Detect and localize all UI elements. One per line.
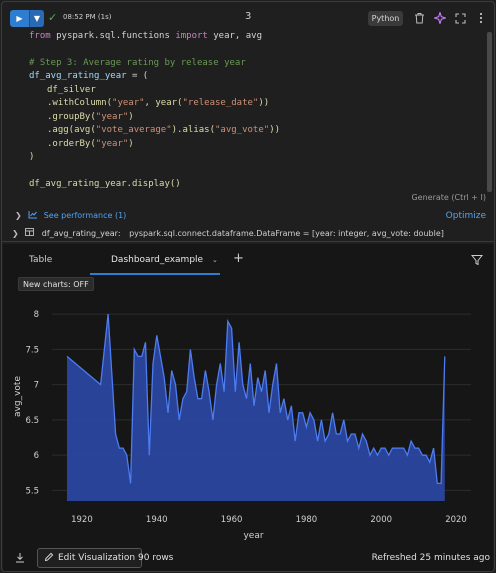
see-performance-link[interactable]: ❯ See performance (1) [15,210,126,221]
dataframe-schema[interactable]: ❯ df_avg_rating_year: pyspark.sql.connec… [12,228,444,238]
chart-container: 5.5 6 6.5 7 7.5 8 1920 1940 1960 1980 2000 2020 year… [3,296,493,544]
tab-dashboard-label: Dashboard_example [111,255,204,265]
see-performance-label: See performance (1) [43,211,127,220]
code-line-import: from pyspark.sql.functions import year, … [29,31,263,41]
code-line-display: df_avg_rating_year.display() [29,179,181,189]
area-chart[interactable]: 5.5 6 6.5 7 7.5 8 1920 1940 1960 1980 2000 2020 year… [3,296,493,544]
code-scrollbar[interactable] [487,32,492,192]
more-options-icon[interactable] [474,11,488,25]
x-tick-label: 1960 [221,515,243,525]
new-charts-tooltip: New charts: OFF [18,277,94,291]
edit-visualization-label: Edit Visualization [58,553,136,563]
series-line [66,314,446,485]
code-line-assign: df_avg_rating_year = ( [29,71,149,81]
y-tick-label: 7.5 [25,345,39,355]
y-tick-label: 8 [34,310,39,320]
execution-time: 08:52 PM (1s) [63,13,112,21]
code-line-comment: # Step 3: Average rating by release year [29,58,246,68]
run-cell-button[interactable]: ▶ [10,10,29,27]
divider [2,241,494,242]
y-tick-label: 7 [34,381,39,391]
code-line-orderby: .orderBy("year") [47,139,134,149]
delete-icon[interactable] [412,11,426,25]
gauge-icon [28,210,38,221]
x-tick-label: 1920 [71,515,93,525]
run-button-group[interactable]: ▶ ▼ [10,10,44,27]
area-fill [67,314,445,501]
language-selector[interactable]: Python [368,11,403,26]
success-check-icon: ✓ [48,11,58,24]
dataframe-name: df_avg_rating_year: [41,229,121,238]
y-tick-label: 6 [34,451,39,461]
play-icon: ▶ [16,14,23,23]
code-line-close: ) [29,152,35,162]
expand-icon[interactable] [453,11,467,25]
filter-icon[interactable] [470,254,484,266]
pencil-icon [44,552,54,565]
output-footer: Edit Visualization 90 rows Refreshed 25 … [3,545,493,571]
run-options-dropdown[interactable]: ▼ [29,10,44,27]
refreshed-status: Refreshed 25 minutes ago [371,553,490,563]
output-tabs: Table Dashboard_example ⌄ + [3,244,493,275]
row-count: 90 rows [138,553,174,563]
y-axis-label: avg_vote [13,376,23,417]
tab-dashboard-example[interactable]: Dashboard_example ⌄ [111,255,218,265]
optimize-link[interactable]: Optimize [445,211,486,221]
x-tick-label: 1940 [146,515,168,525]
code-editor[interactable]: from pyspark.sql.functions import year, … [2,30,494,205]
add-tab-button[interactable]: + [233,251,244,266]
active-tab-indicator [90,273,220,275]
generate-hint: Generate (Ctrl + I) [411,193,486,202]
table-icon [25,228,37,238]
tab-table[interactable]: Table [29,255,53,265]
code-line-withcolumn: .withColumn("year", year("release_date")… [47,98,270,108]
cell-toolbar: ▶ ▼ ✓ 08:52 PM (1s) 3 Python [2,2,494,32]
x-axis-label: year [243,531,263,541]
y-tick-label: 5.5 [25,486,39,496]
code-line-source: df_silver [47,85,96,95]
chevron-down-icon: ▼ [33,14,41,23]
code-line-agg: .agg(avg("vote_average").alias("avg_vote… [47,125,281,135]
x-tick-label: 2000 [370,515,392,525]
output-panel: Table Dashboard_example ⌄ + New charts: … [3,244,493,571]
x-tick-label: 2020 [445,515,467,525]
y-tick-label: 6.5 [25,416,39,426]
edit-visualization-button[interactable]: Edit Visualization [37,548,143,568]
dataframe-type: pyspark.sql.connect.dataframe.DataFrame … [129,229,444,238]
x-tick-label: 1980 [296,515,318,525]
cell-number: 3 [245,11,252,22]
code-line-groupby: .groupBy("year") [47,112,134,122]
chevron-down-icon: ⌄ [211,256,218,264]
chevron-right-icon: ❯ [12,229,19,238]
download-icon[interactable] [15,552,25,566]
assistant-sparkle-icon[interactable] [433,11,447,25]
chevron-right-icon: ❯ [15,211,22,220]
